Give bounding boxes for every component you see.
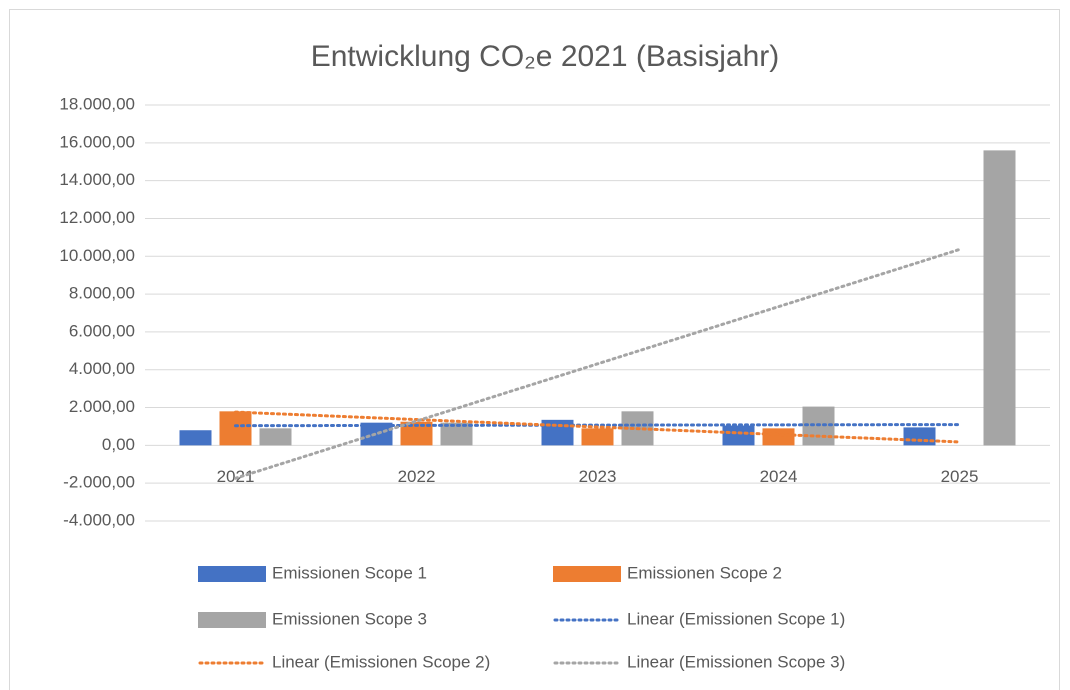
y-tick-label: 4.000,00 xyxy=(69,359,135,378)
chart-border xyxy=(9,9,1060,690)
y-tick-label: -2.000,00 xyxy=(63,473,135,492)
x-tick-label: 2021 xyxy=(217,467,255,486)
bar xyxy=(581,428,614,446)
legend-label: Linear (Emissionen Scope 3) xyxy=(627,652,845,671)
legend-swatch xyxy=(198,612,266,628)
bar xyxy=(360,422,393,446)
legend-swatch xyxy=(198,566,266,582)
y-tick-label: 12.000,00 xyxy=(59,208,135,227)
y-tick-label: 0,00 xyxy=(102,435,135,454)
bar xyxy=(440,422,473,446)
bar xyxy=(903,427,936,446)
y-tick-label: 14.000,00 xyxy=(59,170,135,189)
x-tick-label: 2023 xyxy=(579,467,617,486)
trendline xyxy=(234,410,961,444)
y-tick-label: 8.000,00 xyxy=(69,284,135,303)
legend-label: Emissionen Scope 1 xyxy=(272,563,427,582)
y-tick-label: 16.000,00 xyxy=(59,132,135,151)
bar xyxy=(400,421,433,446)
x-tick-label: 2022 xyxy=(398,467,436,486)
y-tick-label: -4.000,00 xyxy=(63,510,135,529)
legend-label: Linear (Emissionen Scope 1) xyxy=(627,609,845,628)
legend-label: Emissionen Scope 2 xyxy=(627,563,782,582)
y-tick-label: 6.000,00 xyxy=(69,321,135,340)
chart-title: Entwicklung CO₂e 2021 (Basisjahr) xyxy=(311,40,780,73)
y-tick-label: 10.000,00 xyxy=(59,246,135,265)
trendline xyxy=(234,423,961,428)
legend-swatch xyxy=(553,566,621,582)
y-tick-label: 2.000,00 xyxy=(69,397,135,416)
trendline xyxy=(234,247,961,480)
bar xyxy=(722,425,755,446)
bar xyxy=(541,419,574,446)
y-tick-label: 18.000,00 xyxy=(59,94,135,113)
x-tick-label: 2024 xyxy=(760,467,798,486)
x-tick-label: 2025 xyxy=(941,467,979,486)
bar xyxy=(259,428,292,446)
bar xyxy=(179,430,212,446)
legend-label: Linear (Emissionen Scope 2) xyxy=(272,652,490,671)
bar xyxy=(219,411,252,446)
bar xyxy=(983,150,1016,446)
legend-label: Emissionen Scope 3 xyxy=(272,609,427,628)
bar xyxy=(762,428,795,446)
